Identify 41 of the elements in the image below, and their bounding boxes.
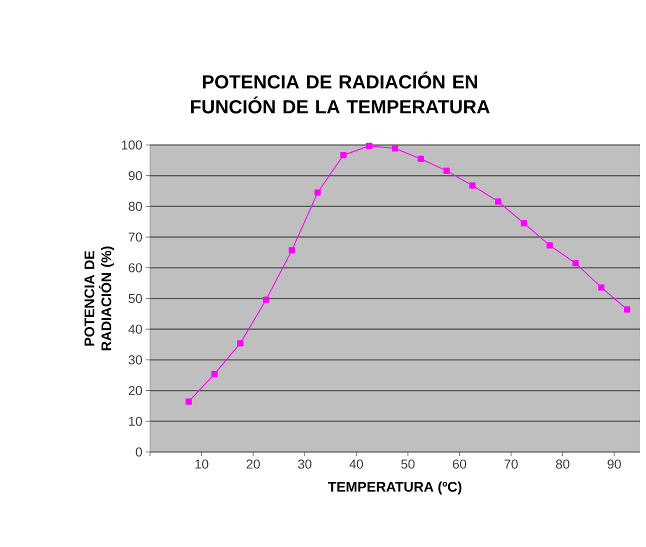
point — [598, 284, 604, 291]
y-tick-label: 60 — [128, 263, 142, 272]
y-tick-label: 80 — [128, 202, 142, 211]
point — [211, 370, 218, 378]
x-tick-label: 10 — [195, 460, 208, 469]
point — [469, 182, 476, 189]
x-tick-label: 70 — [504, 460, 518, 469]
chart-title: POTENCIA DE RADIACIÓN EN FUNCIÓN DE LA TEMPERATURA — [191, 72, 490, 114]
y-tick-label: 30 — [128, 355, 142, 364]
y-tick-label: 50 — [128, 294, 142, 304]
y-tick-label: 20 — [128, 386, 142, 396]
point — [186, 398, 192, 405]
point — [340, 152, 347, 158]
point — [392, 145, 398, 152]
point — [418, 156, 424, 162]
x-tick-label: 30 — [298, 460, 312, 469]
point — [262, 296, 270, 303]
x-tick-label: 80 — [556, 460, 570, 469]
point — [495, 198, 502, 205]
x-tick-label: 50 — [401, 460, 415, 469]
y-tick-label: 70 — [128, 232, 142, 242]
y-tick-label: 10 — [129, 416, 142, 426]
y-tick-label: 100 — [122, 140, 142, 150]
point — [546, 242, 553, 248]
x-tick-label: 40 — [349, 460, 364, 469]
y-tick-label: 40 — [128, 324, 142, 334]
x-axis-title: TEMPERATURA (ºC) — [328, 482, 462, 495]
point — [443, 168, 450, 174]
x-tick-label: 60 — [452, 460, 466, 469]
x-tick-label: 90 — [608, 460, 621, 469]
y-axis-title: POTENCIA DE RADIACIÓN (%) — [84, 246, 114, 350]
y-tick-label: 0 — [136, 447, 142, 457]
point — [572, 260, 579, 266]
point — [237, 340, 244, 346]
point — [314, 189, 321, 196]
point — [520, 220, 528, 226]
point — [288, 247, 295, 254]
y-tick-label: 90 — [128, 171, 142, 180]
x-tick-label: 20 — [246, 460, 260, 469]
point — [366, 142, 372, 150]
point — [624, 306, 630, 313]
